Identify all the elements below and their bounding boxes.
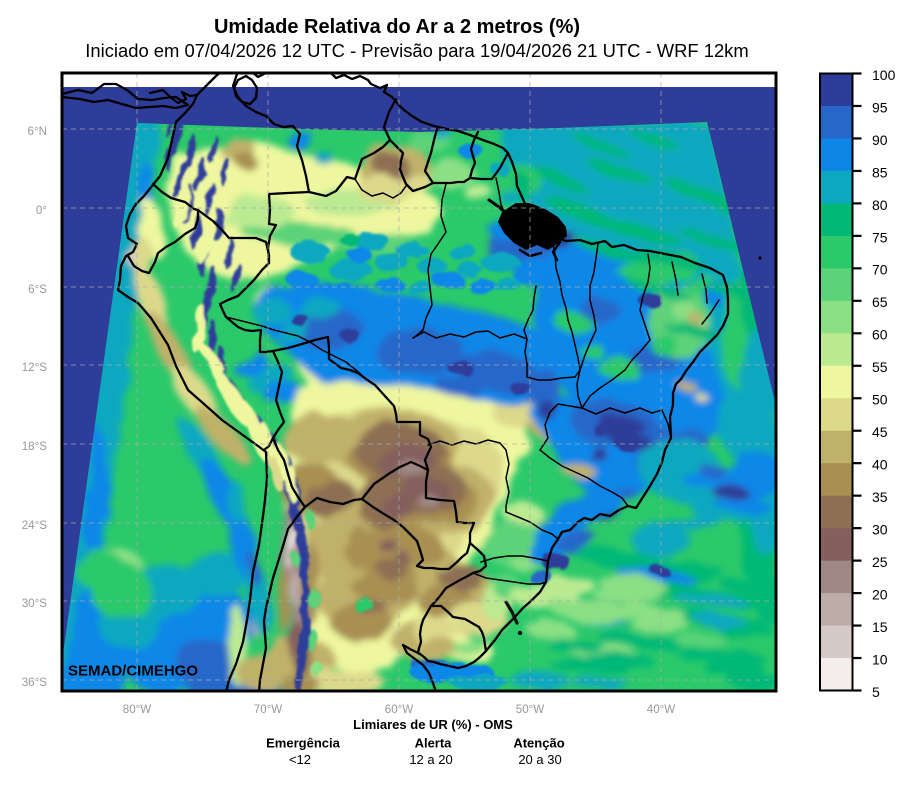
- svg-text:70°W: 70°W: [254, 703, 283, 716]
- svg-text:<12: <12: [289, 752, 311, 767]
- svg-text:20 a 30: 20 a 30: [518, 752, 561, 767]
- svg-text:85: 85: [872, 164, 888, 180]
- svg-text:100: 100: [872, 67, 896, 83]
- svg-text:SEMAD/CIMEHGO: SEMAD/CIMEHGO: [68, 663, 198, 680]
- svg-text:30°S: 30°S: [22, 597, 48, 610]
- svg-text:50°W: 50°W: [516, 703, 545, 716]
- svg-text:70: 70: [872, 262, 888, 278]
- svg-text:30: 30: [872, 522, 888, 538]
- svg-text:40°W: 40°W: [647, 703, 676, 716]
- svg-text:90: 90: [872, 132, 888, 148]
- svg-text:0°: 0°: [36, 204, 47, 217]
- svg-text:60°W: 60°W: [385, 703, 414, 716]
- svg-text:80°W: 80°W: [123, 703, 152, 716]
- svg-text:Iniciado em 07/04/2026 12 UTC: Iniciado em 07/04/2026 12 UTC - Previsão…: [85, 40, 748, 61]
- svg-text:Limiares de UR (%) - OMS: Limiares de UR (%) - OMS: [353, 717, 513, 732]
- svg-text:40: 40: [872, 457, 888, 473]
- svg-text:12 a 20: 12 a 20: [409, 752, 452, 767]
- svg-text:12°S: 12°S: [22, 361, 48, 374]
- svg-text:75: 75: [872, 229, 888, 245]
- svg-text:55: 55: [872, 359, 888, 375]
- svg-text:15: 15: [872, 619, 888, 635]
- svg-text:65: 65: [872, 294, 888, 310]
- svg-text:24°S: 24°S: [22, 519, 48, 532]
- svg-text:Umidade Relativa do Ar a 2 met: Umidade Relativa do Ar a 2 metros (%): [214, 16, 580, 38]
- svg-text:80: 80: [872, 197, 888, 213]
- svg-text:6°S: 6°S: [28, 283, 47, 296]
- svg-text:25: 25: [872, 554, 888, 570]
- svg-text:95: 95: [872, 99, 888, 115]
- svg-text:18°S: 18°S: [22, 440, 48, 453]
- svg-text:10: 10: [872, 651, 888, 667]
- svg-text:45: 45: [872, 424, 888, 440]
- svg-text:Atenção: Atenção: [513, 736, 564, 751]
- svg-text:36°S: 36°S: [22, 676, 48, 689]
- svg-text:20: 20: [872, 586, 888, 602]
- svg-text:50: 50: [872, 392, 888, 408]
- svg-text:60: 60: [872, 327, 888, 343]
- svg-text:6°N: 6°N: [28, 125, 47, 138]
- svg-text:Emergência: Emergência: [266, 736, 340, 751]
- svg-text:35: 35: [872, 489, 888, 505]
- svg-text:5: 5: [872, 684, 880, 700]
- svg-text:Alerta: Alerta: [415, 736, 453, 751]
